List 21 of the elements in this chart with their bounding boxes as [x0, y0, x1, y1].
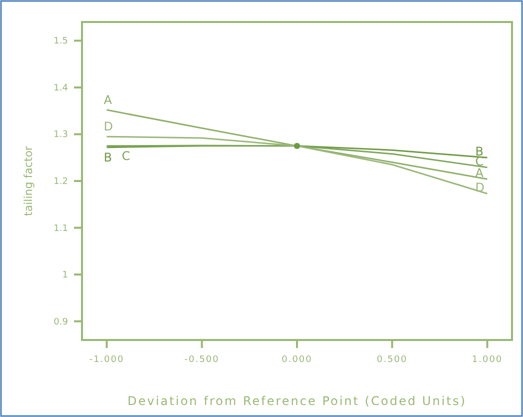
y-tick-label: 0.9	[54, 317, 68, 328]
y-tick-label: 1	[62, 270, 68, 281]
x-tick-label: -0.500	[184, 355, 220, 365]
line-series	[106, 109, 488, 180]
series-label: A	[475, 166, 484, 180]
y-tick-label: 1.1	[54, 224, 68, 234]
y-tick-label: 1.2	[54, 177, 68, 187]
x-tick-label: 1.000	[472, 355, 503, 365]
x-axis-title: Deviation from Reference Point (Coded Units)	[128, 394, 466, 408]
x-tick-label: -1.000	[89, 355, 124, 365]
y-tick-label: 1.3	[54, 130, 68, 140]
y-axis-title: tailing factor	[22, 146, 35, 216]
x-tick-label: 0.500	[376, 355, 408, 365]
text: D	[104, 120, 113, 134]
line-series	[106, 136, 488, 194]
y-tick-label: 1.5	[54, 36, 68, 47]
x-tick-label: 0.000	[282, 355, 312, 365]
text: C	[122, 148, 130, 163]
text: B	[104, 150, 112, 164]
text: A	[104, 92, 112, 107]
y-tick-label: 1.4	[54, 83, 68, 94]
